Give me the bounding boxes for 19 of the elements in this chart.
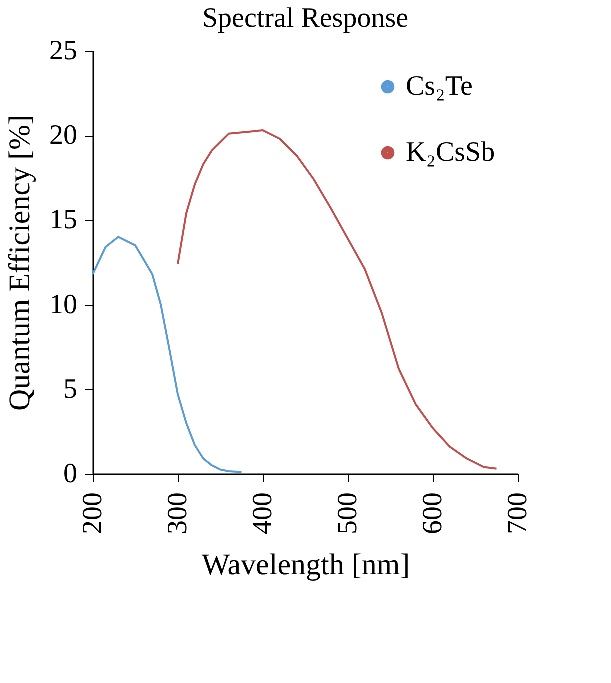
x-tick-label: 300 — [162, 492, 194, 534]
y-axis-title: Quantum Efficiency [%] — [4, 114, 36, 412]
y-tick-label: 5 — [64, 374, 78, 405]
y-tick-label: 10 — [50, 289, 78, 320]
y-tick-label: 20 — [50, 120, 78, 152]
line-series — [177, 130, 498, 470]
legend-label: K₂CsSb — [406, 137, 496, 168]
x-tick-label: 500 — [332, 492, 364, 534]
y-tick-label: 0 — [64, 458, 78, 490]
y-tick-label: 15 — [50, 204, 78, 236]
x-tick-label: 700 — [502, 492, 534, 534]
x-tick-label: 400 — [248, 492, 278, 534]
x-tick-label: 200 — [78, 492, 108, 534]
line-series — [92, 236, 243, 474]
chart-title: Spectral Response — [202, 3, 409, 34]
x-axis-title: Wavelength [nm] — [202, 548, 410, 582]
legend-label: Cs₂Te — [406, 71, 473, 102]
x-tick-label: 600 — [418, 492, 448, 534]
y-tick-label: 25 — [50, 36, 78, 66]
